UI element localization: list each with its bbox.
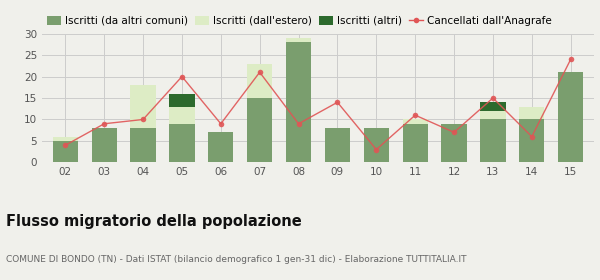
Bar: [480, 102, 506, 111]
Bar: [325, 128, 350, 162]
Bar: [130, 128, 156, 162]
Bar: [247, 98, 272, 162]
Bar: [130, 85, 156, 128]
Bar: [169, 94, 194, 107]
Legend: Iscritti (da altri comuni), Iscritti (dall'estero), Iscritti (altri), Cancellati: Iscritti (da altri comuni), Iscritti (da…: [47, 16, 551, 26]
Bar: [558, 72, 583, 162]
Text: COMUNE DI BONDO (TN) - Dati ISTAT (bilancio demografico 1 gen-31 dic) - Elaboraz: COMUNE DI BONDO (TN) - Dati ISTAT (bilan…: [6, 255, 467, 264]
Bar: [286, 42, 311, 162]
Bar: [442, 124, 467, 162]
Bar: [519, 107, 544, 120]
Bar: [480, 120, 506, 162]
Bar: [169, 124, 194, 162]
Bar: [519, 120, 544, 162]
Bar: [208, 132, 233, 162]
Bar: [364, 128, 389, 162]
Bar: [169, 107, 194, 124]
Bar: [247, 64, 272, 98]
Bar: [403, 124, 428, 162]
Bar: [53, 141, 78, 162]
Bar: [286, 38, 311, 42]
Bar: [53, 137, 78, 141]
Bar: [92, 128, 117, 162]
Bar: [480, 111, 506, 120]
Bar: [403, 120, 428, 124]
Text: Flusso migratorio della popolazione: Flusso migratorio della popolazione: [6, 214, 302, 229]
